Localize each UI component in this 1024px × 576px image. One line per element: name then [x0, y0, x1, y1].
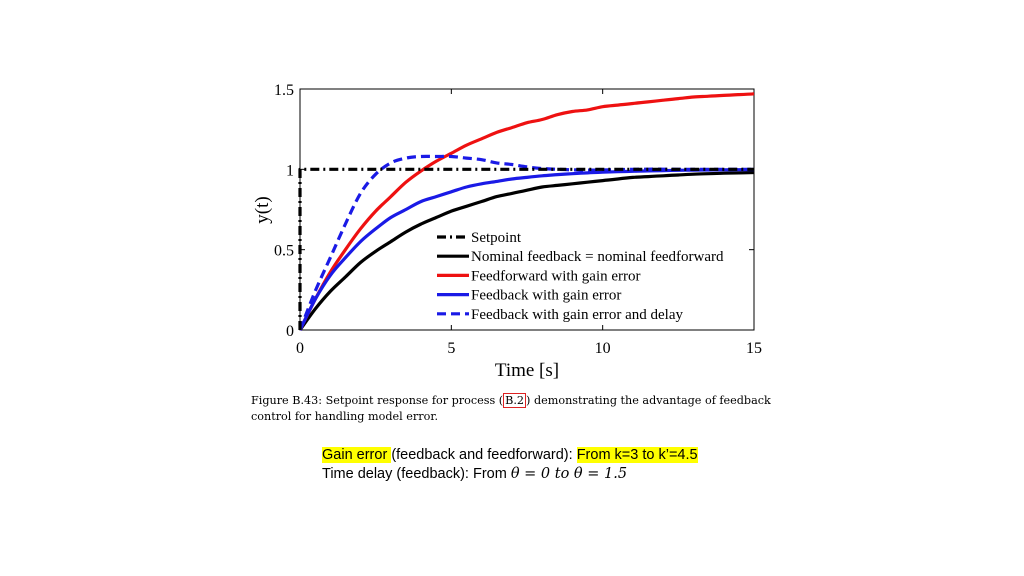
legend-entry: Feedback with gain error and delay	[471, 307, 683, 323]
legend-entry: Setpoint	[471, 230, 522, 246]
legend-entry: Feedforward with gain error	[471, 268, 641, 284]
x-tick-label: 0	[296, 340, 304, 357]
note-time-delay: Time delay (feedback): From θ = 0 to θ =…	[322, 465, 698, 484]
caption-suffix: ) demonstrating the advantage of feedbac…	[251, 394, 771, 423]
ticks: 0 5 10 15 0 0.5 1 1.5	[274, 82, 762, 357]
x-tick-label: 5	[447, 340, 455, 357]
caption-prefix: Figure B.43: Setpoint response for proce…	[251, 394, 504, 407]
series-line-3	[298, 92, 755, 331]
y-axis-label: y(t)	[252, 196, 273, 223]
y-tick-label: 0.5	[274, 243, 294, 260]
note-gain-error: Gain error (feedback and feedforward): F…	[322, 446, 698, 465]
note-time-delay-math: θ = 0 to θ = 1.5	[510, 466, 628, 482]
series-layer	[298, 92, 755, 331]
note-time-delay-text: Time delay (feedback): From	[322, 466, 511, 482]
note-gain-error-text: (feedback and feedforward):	[391, 447, 577, 463]
x-tick-label: 15	[746, 340, 762, 357]
x-tick-label: 10	[595, 340, 611, 357]
figure-caption: Figure B.43: Setpoint response for proce…	[251, 393, 771, 425]
series-line-2	[298, 170, 755, 331]
series-line-1	[298, 167, 754, 330]
y-tick-label: 1	[286, 162, 294, 179]
legend: Setpoint Nominal feedback = nominal feedf…	[437, 230, 724, 323]
legend-entry: Nominal feedback = nominal feedforward	[471, 249, 724, 265]
caption-reference[interactable]: B.2	[503, 393, 527, 408]
x-axis-label: Time [s]	[495, 360, 559, 381]
note-gain-change: From k=3 to k’=4.5	[576, 447, 698, 463]
note-gain-error-label: Gain error	[322, 447, 392, 463]
notes: Gain error (feedback and feedforward): F…	[322, 446, 698, 484]
series-line-5	[298, 154, 754, 331]
y-tick-label: 1.5	[274, 82, 294, 99]
legend-entry: Feedback with gain error	[471, 288, 621, 304]
y-tick-label: 0	[286, 323, 294, 340]
